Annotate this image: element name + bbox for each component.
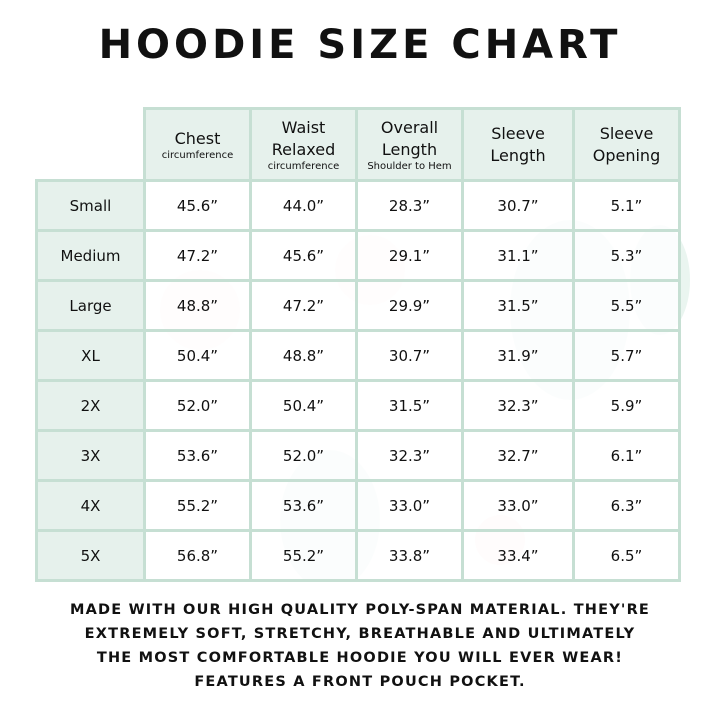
table-row: 2X 52.0” 50.4” 31.5” 32.3” 5.9” <box>35 379 681 432</box>
size-label: Small <box>35 179 146 232</box>
table-row: Large 48.8” 47.2” 29.9” 31.5” 5.5” <box>35 279 681 332</box>
measurement-cell: 6.3” <box>572 479 681 532</box>
measurement-cell: 47.2” <box>249 279 358 332</box>
measurement-cell: 55.2” <box>249 529 358 582</box>
measurement-cell: 32.3” <box>355 429 464 482</box>
measurement-cell: 31.5” <box>461 279 575 332</box>
measurement-cell: 48.8” <box>143 279 252 332</box>
measurement-cell: 33.8” <box>355 529 464 582</box>
column-header-label: Sleeve Length <box>490 123 546 165</box>
measurement-cell: 53.6” <box>143 429 252 482</box>
measurement-cell: 47.2” <box>143 229 252 282</box>
measurement-cell: 31.1” <box>461 229 575 282</box>
column-header-label: Chest <box>174 128 221 148</box>
size-label: Large <box>35 279 146 332</box>
size-label: 3X <box>35 429 146 482</box>
column-header: Chest circumference <box>143 107 252 182</box>
measurement-cell: 5.3” <box>572 229 681 282</box>
column-header-label: Sleeve Opening <box>592 123 661 165</box>
measurement-cell: 30.7” <box>355 329 464 382</box>
column-header: Waist Relaxed circumference <box>249 107 358 182</box>
table-row: Medium 47.2” 45.6” 29.1” 31.1” 5.3” <box>35 229 681 282</box>
size-label: Medium <box>35 229 146 282</box>
header-row: Chest circumference Waist Relaxed circumfer… <box>37 107 681 182</box>
measurement-cell: 28.3” <box>355 179 464 232</box>
measurement-cell: 29.1” <box>355 229 464 282</box>
table-row: 5X 56.8” 55.2” 33.8” 33.4” 6.5” <box>35 529 681 582</box>
measurement-cell: 48.8” <box>249 329 358 382</box>
measurement-cell: 31.5” <box>355 379 464 432</box>
table-row: Small 45.6” 44.0” 28.3” 30.7” 5.1” <box>35 179 681 232</box>
measurement-cell: 56.8” <box>143 529 252 582</box>
measurement-cell: 6.1” <box>572 429 681 482</box>
column-header: Sleeve Length <box>461 107 575 182</box>
measurement-cell: 33.0” <box>355 479 464 532</box>
measurement-cell: 33.4” <box>461 529 575 582</box>
column-header: Sleeve Opening <box>572 107 681 182</box>
column-header-sublabel: circumference <box>161 149 234 161</box>
measurement-cell: 52.0” <box>143 379 252 432</box>
measurement-cell: 30.7” <box>461 179 575 232</box>
measurement-cell: 45.6” <box>143 179 252 232</box>
description-line: THE MOST COMFORTABLE HOODIE YOU WILL EVE… <box>96 650 624 666</box>
measurement-cell: 50.4” <box>143 329 252 382</box>
measurement-cell: 33.0” <box>461 479 575 532</box>
measurement-cell: 5.1” <box>572 179 681 232</box>
measurement-cell: 32.3” <box>461 379 575 432</box>
column-header: Overall Length Shoulder to Hem <box>355 107 464 182</box>
measurement-cell: 32.7” <box>461 429 575 482</box>
description-line: MADE WITH OUR HIGH QUALITY POLY-SPAN MAT… <box>69 602 651 618</box>
measurement-cell: 44.0” <box>249 179 358 232</box>
table-row: XL 50.4” 48.8” 30.7” 31.9” 5.7” <box>35 329 681 382</box>
table-row: 3X 53.6” 52.0” 32.3” 32.7” 6.1” <box>35 429 681 482</box>
column-header-label: Overall Length <box>380 117 439 159</box>
corner-cell <box>37 109 145 181</box>
description-line: FEATURES A FRONT POUCH POCKET. <box>194 674 526 690</box>
measurement-cell: 50.4” <box>249 379 358 432</box>
measurement-cell: 29.9” <box>355 279 464 332</box>
description-text: MADE WITH OUR HIGH QUALITY POLY-SPAN MAT… <box>0 598 720 694</box>
measurement-cell: 5.9” <box>572 379 681 432</box>
measurement-cell: 5.5” <box>572 279 681 332</box>
measurement-cell: 45.6” <box>249 229 358 282</box>
measurement-cell: 53.6” <box>249 479 358 532</box>
size-chart-table: Chest circumference Waist Relaxed circumfer… <box>35 107 681 582</box>
column-header-label: Waist Relaxed <box>271 117 336 159</box>
measurement-cell: 55.2” <box>143 479 252 532</box>
size-label: 5X <box>35 529 146 582</box>
description-line: EXTREMELY SOFT, STRETCHY, BREATHABLE AND… <box>84 626 636 642</box>
measurement-cell: 5.7” <box>572 329 681 382</box>
measurement-cell: 31.9” <box>461 329 575 382</box>
column-header-sublabel: circumference <box>267 160 340 172</box>
table-row: 4X 55.2” 53.6” 33.0” 33.0” 6.3” <box>35 479 681 532</box>
size-label: XL <box>35 329 146 382</box>
size-label: 4X <box>35 479 146 532</box>
size-label: 2X <box>35 379 146 432</box>
column-header-sublabel: Shoulder to Hem <box>367 160 452 172</box>
page-title: HOODIE SIZE CHART <box>98 22 622 68</box>
measurement-cell: 52.0” <box>249 429 358 482</box>
measurement-cell: 6.5” <box>572 529 681 582</box>
